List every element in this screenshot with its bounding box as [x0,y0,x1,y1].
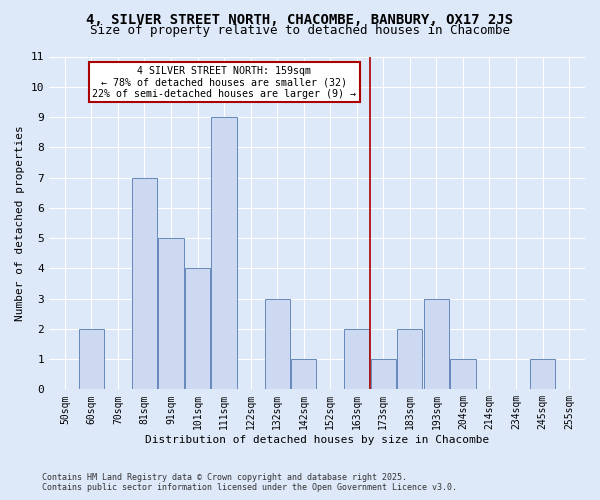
Bar [424,298,449,390]
Bar [344,329,370,390]
Text: 4 SILVER STREET NORTH: 159sqm
← 78% of detached houses are smaller (32)
22% of s: 4 SILVER STREET NORTH: 159sqm ← 78% of d… [92,66,356,99]
Bar [158,238,184,390]
Bar [291,359,316,390]
Bar [185,268,210,390]
Bar [265,298,290,390]
Bar [211,117,236,390]
Bar [132,178,157,390]
Text: 4, SILVER STREET NORTH, CHACOMBE, BANBURY, OX17 2JS: 4, SILVER STREET NORTH, CHACOMBE, BANBUR… [86,12,514,26]
Text: Size of property relative to detached houses in Chacombe: Size of property relative to detached ho… [90,24,510,37]
Y-axis label: Number of detached properties: Number of detached properties [15,125,25,321]
Bar [397,329,422,390]
Text: Contains HM Land Registry data © Crown copyright and database right 2025.
Contai: Contains HM Land Registry data © Crown c… [42,473,457,492]
Bar [451,359,476,390]
Bar [371,359,396,390]
X-axis label: Distribution of detached houses by size in Chacombe: Distribution of detached houses by size … [145,435,489,445]
Bar [530,359,555,390]
Bar [79,329,104,390]
